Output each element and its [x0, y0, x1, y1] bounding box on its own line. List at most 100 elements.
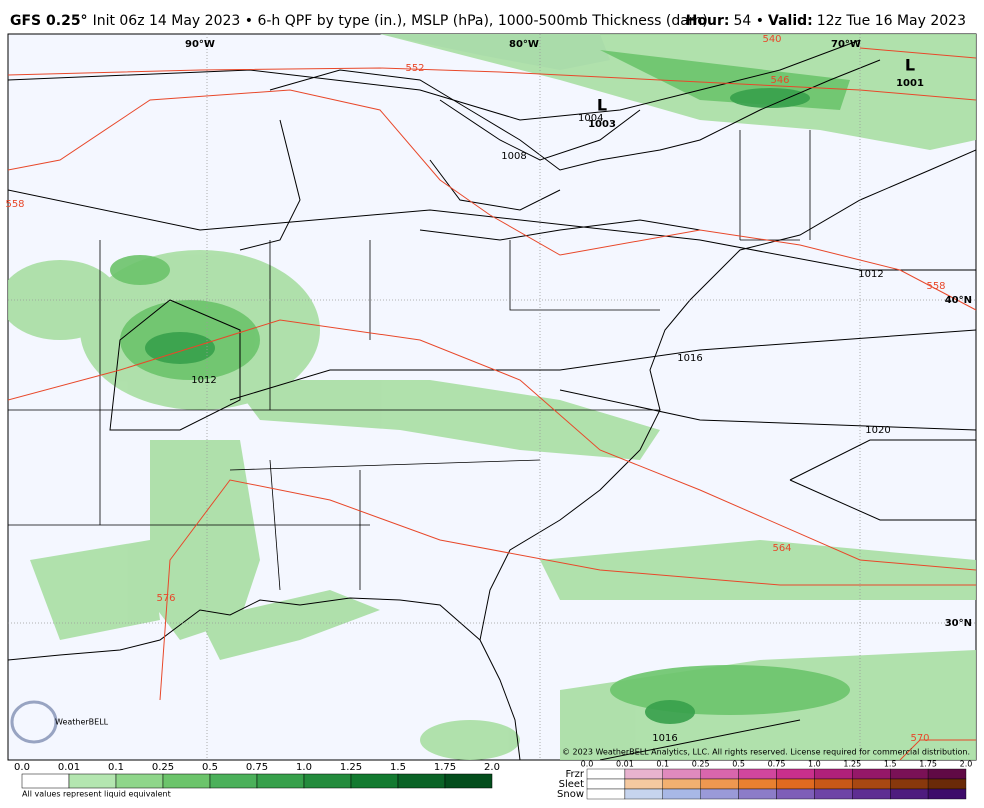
valid-label: Valid: [768, 13, 813, 29]
legend-tick-label: 0.01 [616, 760, 634, 769]
legend-swatch [624, 778, 664, 790]
legend-swatch [700, 788, 739, 800]
isobar-label: 1012 [858, 269, 883, 280]
legend-swatch [738, 788, 777, 800]
legend-tick-label: 2.0 [960, 760, 973, 769]
legend-swatch [700, 768, 739, 780]
legend-swatch [927, 778, 967, 790]
legend-tick-label: 0.0 [14, 762, 30, 773]
legend-note: All values represent liquid equivalent [22, 790, 171, 799]
ptype-label: Sleet [559, 779, 584, 790]
ptype-label: Snow [557, 789, 584, 800]
legend-swatch [852, 768, 891, 780]
latitude-label: 30°N [945, 618, 972, 629]
legend-swatch [209, 773, 258, 789]
isobar-label: 1020 [865, 425, 890, 436]
legend-swatch [444, 773, 493, 789]
isobar-label: 1012 [191, 375, 216, 386]
isobars [8, 39, 976, 760]
thickness-label: 570 [910, 733, 929, 744]
legend-swatch [68, 773, 117, 789]
thickness-lines [8, 47, 976, 760]
isobar-label: 1016 [652, 733, 677, 744]
hour-label: Hour: [686, 13, 730, 29]
legend-swatch [927, 768, 967, 780]
legend-tick-label: 1.75 [919, 760, 937, 769]
legend-tick-label: 1.0 [296, 762, 312, 773]
legend-swatch [586, 778, 626, 790]
legend-tick-label: 0.1 [108, 762, 124, 773]
legend-swatch [662, 788, 701, 800]
legend-swatch [662, 768, 701, 780]
legend-swatch [350, 773, 399, 789]
legend-swatch [397, 773, 446, 789]
legend-swatch [21, 773, 70, 789]
isobar-label: 1008 [501, 151, 526, 162]
weatherbell-logo: WeatherBELL [10, 700, 109, 744]
legend-swatch [624, 788, 664, 800]
run-description: Init 06z 14 May 2023 • 6-h QPF by type (… [93, 13, 708, 29]
ptype-label: Frzr [566, 769, 585, 780]
legend-swatch [586, 768, 626, 780]
legend-tick-label: 1.25 [843, 760, 861, 769]
legend-swatch [738, 778, 777, 790]
longitude-label: 80°W [509, 39, 539, 50]
thickness-label: 558 [5, 199, 24, 210]
low-pressure: 1003 [588, 119, 616, 130]
thickness-label: 552 [405, 63, 424, 74]
low-marker: L [597, 96, 607, 115]
longitude-label: 90°W [185, 39, 215, 50]
thickness-label: 576 [156, 593, 175, 604]
legend-swatch [814, 788, 853, 800]
legend-tick-label: 0.25 [152, 762, 174, 773]
legend-swatch [256, 773, 305, 789]
legend-swatch [738, 768, 777, 780]
legend-tick-label: 0.75 [246, 762, 268, 773]
legend-tick-label: 0.01 [58, 762, 80, 773]
isobar-label: 1004 [578, 113, 603, 124]
legend-swatch [927, 788, 967, 800]
legend-swatch [303, 773, 352, 789]
longitude-label: 70°W [831, 39, 861, 50]
legend-swatch [776, 778, 815, 790]
map: WeatherBELL 90°W 80°W 70°W 40°N 30°N 100… [5, 33, 977, 761]
precip-heavy [145, 88, 810, 724]
legend-swatch [890, 788, 929, 800]
legend-tick-label: 2.0 [484, 762, 500, 773]
thickness-label: 564 [772, 543, 791, 554]
precip-type-legend: 0.0 0.01 0.1 0.25 0.5 0.75 1.0 1.25 1.5 1.75 2.0 Fr… [557, 760, 972, 801]
legend-swatch [700, 778, 739, 790]
thickness-label: 558 [926, 281, 945, 292]
rain-legend: 0.0 0.01 0.1 0.25 0.5 0.75 1.0 1.25 1.5 1.75 2.0 [14, 762, 500, 789]
legend-swatch [776, 768, 815, 780]
legend-swatch [890, 768, 929, 780]
legend-swatch [814, 768, 853, 780]
thickness-label: 546 [770, 75, 789, 86]
low-marker: L [905, 56, 915, 75]
valid-value: 12z Tue 16 May 2023 [817, 13, 966, 29]
legend-swatch [624, 768, 664, 780]
legend-swatch [776, 788, 815, 800]
legend-tick-label: 0.5 [732, 760, 745, 769]
model-name: GFS 0.25° [10, 13, 88, 29]
legend-tick-label: 0.5 [202, 762, 218, 773]
legend-swatch [662, 778, 701, 790]
legend-tick-label: 0.0 [581, 760, 594, 769]
legend-tick-label: 1.75 [434, 762, 456, 773]
header-title: GFS 0.25° Init 06z 14 May 2023 • 6-h QPF … [10, 13, 708, 29]
thickness-label: 540 [762, 34, 781, 45]
legend-swatch [162, 773, 211, 789]
copyright: © 2023 WeatherBELL Analytics, LLC. All r… [562, 748, 970, 757]
legend-swatch [115, 773, 164, 789]
isobar-label: 1016 [677, 353, 702, 364]
legend-swatch [586, 788, 626, 800]
hour-value: 54 • [733, 13, 764, 29]
legend-tick-label: 1.0 [808, 760, 821, 769]
legend-swatch [814, 778, 853, 790]
low-pressure: 1001 [896, 78, 924, 89]
legend-tick-label: 0.75 [768, 760, 786, 769]
state-borders [8, 130, 811, 591]
legend-tick-label: 0.1 [656, 760, 669, 769]
legend-tick-label: 1.5 [390, 762, 406, 773]
